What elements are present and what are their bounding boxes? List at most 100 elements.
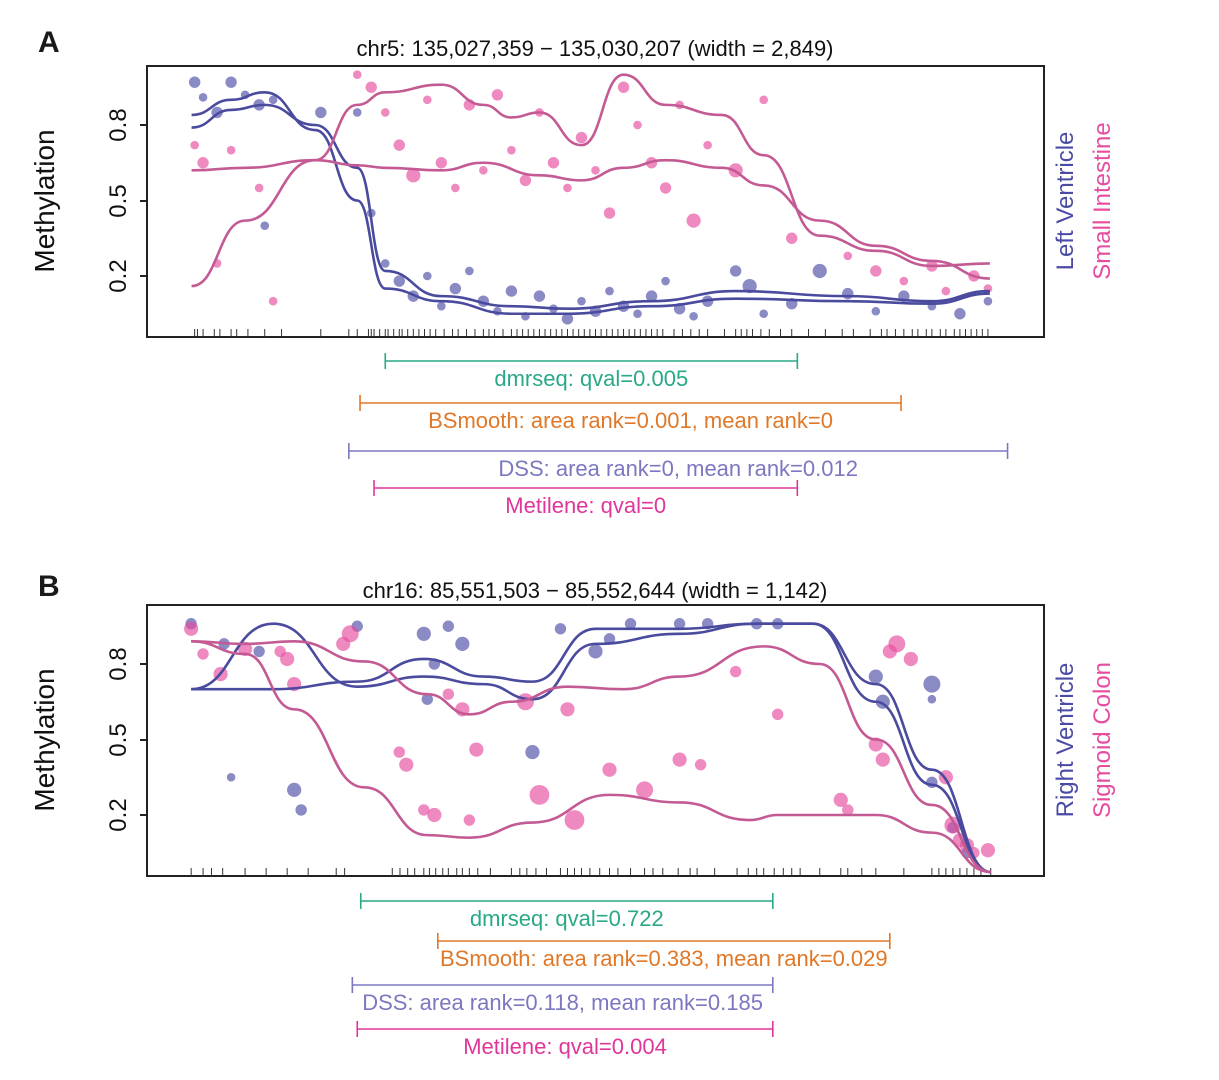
data-point <box>577 296 586 306</box>
legend-entry-1: Right Ventricle <box>1052 663 1079 818</box>
data-point <box>519 174 532 187</box>
smooth-line <box>191 103 990 311</box>
data-point <box>260 221 270 230</box>
data-point <box>442 620 455 632</box>
data-point <box>238 641 253 657</box>
smooth-line <box>191 158 990 280</box>
y-axis: 0.2 0.5 0.8 <box>105 108 147 293</box>
data-point <box>399 757 414 772</box>
dmr-label: Metilene: qval=0 <box>505 493 666 518</box>
panel-b: B chr16: 85,551,503 − 85,552,644 (width … <box>29 570 1116 1059</box>
data-point <box>899 276 909 286</box>
data-point <box>633 309 642 319</box>
dmr-bracket: dmrseq: qval=0.005 <box>384 353 799 391</box>
data-point <box>491 89 504 101</box>
data-point <box>380 108 390 117</box>
data-point <box>561 313 574 325</box>
data-point <box>507 145 516 155</box>
data-point <box>365 81 377 93</box>
data-point <box>588 644 603 659</box>
y-axis: 0.2 0.5 0.8 <box>105 647 147 832</box>
data-point <box>602 762 617 777</box>
smooth-lines-layer <box>191 622 992 874</box>
data-point <box>547 157 560 169</box>
y-tick-label: 0.2 <box>105 798 132 831</box>
data-point <box>352 70 362 79</box>
data-point <box>983 296 993 306</box>
data-point <box>941 286 951 296</box>
data-point <box>427 807 442 823</box>
legend-entry-2: Small Intestine <box>1089 122 1116 279</box>
rug-marks <box>194 329 989 337</box>
data-point <box>742 278 757 294</box>
chart-title: chr16: 85,551,503 − 85,552,644 (width = … <box>363 578 828 603</box>
data-point <box>393 139 405 151</box>
dmr-label: dmrseq: qval=0.722 <box>470 906 664 931</box>
smooth-line <box>191 640 991 874</box>
data-point <box>268 95 278 105</box>
smooth-lines-layer <box>191 73 990 316</box>
y-axis-label: Methylation <box>29 668 60 811</box>
data-point <box>729 665 742 678</box>
dmr-bracket: dmrseq: qval=0.722 <box>359 893 774 931</box>
data-point <box>226 145 236 155</box>
data-point <box>843 251 853 261</box>
y-tick-label: 0.5 <box>105 184 132 217</box>
data-point <box>295 804 307 816</box>
smooth-line <box>191 622 991 874</box>
y-axis-label: Methylation <box>29 129 60 272</box>
legend-entry-1: Left Ventricle <box>1052 132 1079 271</box>
smooth-line <box>191 640 991 874</box>
data-point <box>465 266 474 276</box>
data-point <box>469 742 484 757</box>
data-point <box>525 744 540 760</box>
data-point <box>659 182 672 194</box>
data-point <box>842 287 854 300</box>
data-point <box>197 157 209 169</box>
data-point <box>463 814 476 826</box>
data-point <box>633 120 642 130</box>
data-point <box>437 301 446 311</box>
dmr-label: DSS: area rank=0.118, mean rank=0.185 <box>362 990 763 1015</box>
dmr-label: dmrseq: qval=0.005 <box>494 366 688 391</box>
data-point <box>868 669 883 684</box>
points-layer <box>188 70 993 325</box>
data-point <box>954 308 966 320</box>
data-point <box>842 804 854 816</box>
y-tick-label: 0.5 <box>105 723 132 756</box>
dmr-label: Metilene: qval=0.004 <box>463 1034 667 1059</box>
data-point <box>694 758 707 771</box>
data-point <box>435 157 448 169</box>
data-point <box>560 702 575 717</box>
data-point <box>190 140 199 150</box>
panel-label: A <box>38 26 60 59</box>
panel-label: B <box>38 570 60 603</box>
data-point <box>529 784 550 805</box>
data-point <box>591 166 600 175</box>
y-tick-label: 0.8 <box>105 108 132 141</box>
data-point <box>352 108 362 117</box>
data-point <box>617 81 630 93</box>
data-point <box>380 259 390 268</box>
data-point <box>759 95 768 105</box>
smooth-line <box>191 73 990 288</box>
smooth-line <box>191 622 992 874</box>
data-point <box>449 282 462 295</box>
data-point <box>393 746 405 758</box>
panel-a: A chr5: 135,027,359 − 135,030,207 (width… <box>29 26 1116 518</box>
data-point <box>645 290 658 302</box>
data-point <box>421 693 434 705</box>
data-point <box>406 168 421 183</box>
data-point <box>833 792 848 808</box>
data-point <box>423 95 432 105</box>
data-point <box>871 306 881 316</box>
data-point <box>605 286 614 296</box>
points-layer <box>184 618 996 859</box>
data-point <box>923 675 941 693</box>
data-point <box>253 645 265 658</box>
data-point <box>505 285 518 297</box>
dmr-bracket: BSmooth: area rank=0.001, mean rank=0 <box>359 395 902 433</box>
data-point <box>673 618 686 630</box>
data-point <box>225 76 237 88</box>
